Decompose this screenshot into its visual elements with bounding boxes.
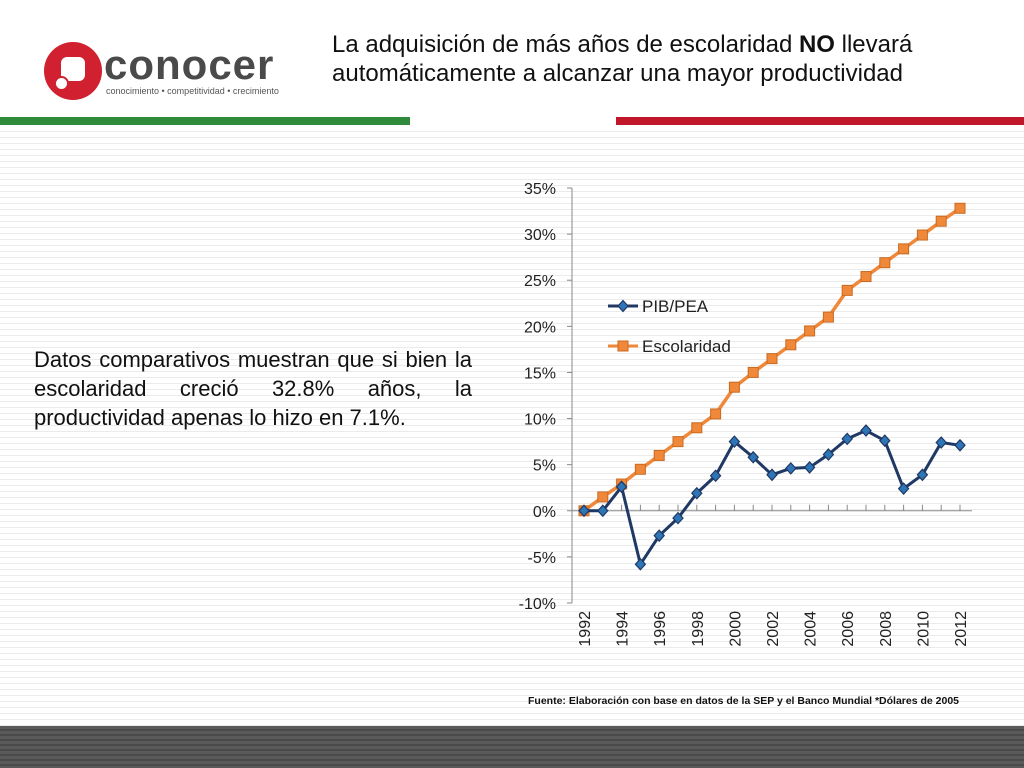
title-part-1: La adquisición de más años de escolarida… xyxy=(332,31,799,58)
point-pib-pea xyxy=(690,486,703,500)
title-part-2: llevará automáticamente a alcanzar una m… xyxy=(332,31,913,87)
point-escolaridad xyxy=(747,366,759,378)
x-tick-label: 2008 xyxy=(878,611,895,647)
point-escolaridad xyxy=(672,436,684,448)
y-tick-label: -5% xyxy=(528,550,556,567)
line-chart: 35% 30% 25% 20% 15% 10% 5% 0% -5% -10% 1992 1994 199… xyxy=(519,181,972,647)
x-tick-label: 1992 xyxy=(577,611,594,647)
x-tick-label: 1998 xyxy=(690,611,707,647)
point-pib-pea xyxy=(728,435,741,449)
y-tick-label: 25% xyxy=(524,273,556,290)
point-escolaridad xyxy=(841,284,853,296)
point-pib-pea xyxy=(615,480,628,494)
logo-word: conocer xyxy=(104,41,275,88)
title-bold: NO xyxy=(798,31,835,58)
x-tick-label: 2006 xyxy=(840,611,857,647)
legend-label-pib-pea: PIB/PEA xyxy=(642,297,709,316)
point-pib-pea xyxy=(653,529,666,543)
point-pib-pea xyxy=(709,469,722,483)
point-escolaridad xyxy=(728,381,740,393)
point-pib-pea xyxy=(897,482,910,496)
conocer-logo: conocer conocimiento • competitividad • … xyxy=(44,40,314,102)
point-pib-pea xyxy=(672,511,684,525)
point-pib-pea xyxy=(822,448,835,461)
y-tick-label: 5% xyxy=(533,458,556,475)
legend-label-escolaridad: Escolaridad xyxy=(642,337,731,356)
y-tick-label: -10% xyxy=(519,596,556,613)
y-tick-label: 10% xyxy=(524,412,556,429)
point-escolaridad xyxy=(710,408,722,420)
chart-axes: 35% 30% 25% 20% 15% 10% 5% 0% -5% -10% 1992 1994 199… xyxy=(519,181,972,647)
point-escolaridad xyxy=(879,257,891,269)
logo-tagline: conocimiento • competitividad • crecimie… xyxy=(106,86,279,96)
point-pib-pea xyxy=(634,557,647,571)
legend-marker-pib-pea xyxy=(617,299,629,313)
point-escolaridad xyxy=(804,325,816,337)
striped-background xyxy=(0,126,1024,726)
point-pib-pea xyxy=(878,434,891,448)
point-pib-pea xyxy=(766,468,778,482)
point-escolaridad xyxy=(597,491,609,503)
y-tick-label: 0% xyxy=(533,504,556,521)
point-pib-pea xyxy=(916,468,929,482)
x-tick-label: 2002 xyxy=(765,611,782,647)
point-escolaridad xyxy=(653,449,665,461)
x-tick-label: 2010 xyxy=(915,611,932,647)
chart-series xyxy=(578,202,966,571)
legend-marker-escolaridad xyxy=(617,340,629,352)
red-divider xyxy=(616,117,1024,125)
point-pib-pea xyxy=(578,504,590,518)
logo-mark-icon xyxy=(44,42,102,100)
point-pib-pea xyxy=(860,424,872,437)
point-escolaridad xyxy=(822,311,834,323)
page-title: La adquisición de más años de escolarida… xyxy=(332,30,1022,88)
point-escolaridad xyxy=(954,202,966,214)
y-tick-label: 35% xyxy=(524,181,556,198)
point-escolaridad xyxy=(785,339,797,351)
footer-bar xyxy=(0,726,1024,768)
point-escolaridad xyxy=(766,353,778,365)
y-tick-label: 30% xyxy=(524,227,556,244)
point-pib-pea xyxy=(747,450,760,464)
x-tick-label: 1996 xyxy=(652,611,669,647)
series-line-pib-pea xyxy=(584,429,961,566)
x-tick-label: 2012 xyxy=(953,611,970,647)
point-pib-pea xyxy=(954,438,966,452)
point-escolaridad xyxy=(916,229,928,241)
y-tick-label: 15% xyxy=(524,365,556,382)
header: conocer conocimiento • competitividad • … xyxy=(0,0,1024,126)
point-escolaridad xyxy=(860,271,872,283)
point-escolaridad xyxy=(691,422,703,434)
point-escolaridad xyxy=(898,243,910,255)
point-pib-pea xyxy=(596,504,609,518)
point-escolaridad xyxy=(935,215,947,227)
point-pib-pea xyxy=(935,436,948,449)
chart-legend: PIB/PEA Escolaridad xyxy=(608,297,731,356)
green-divider xyxy=(0,117,410,125)
x-tick-label: 1994 xyxy=(615,611,632,647)
point-pib-pea xyxy=(784,461,797,475)
x-tick-label: 2000 xyxy=(727,611,744,647)
body-text: Datos comparativos muestran que si bien … xyxy=(34,347,472,430)
y-tick-label: 20% xyxy=(524,319,556,336)
point-pib-pea xyxy=(841,432,854,446)
point-pib-pea xyxy=(803,461,816,474)
source-note: Fuente: Elaboración con base en datos de… xyxy=(528,695,960,707)
x-tick-label: 2004 xyxy=(803,611,820,647)
point-escolaridad xyxy=(634,463,646,475)
